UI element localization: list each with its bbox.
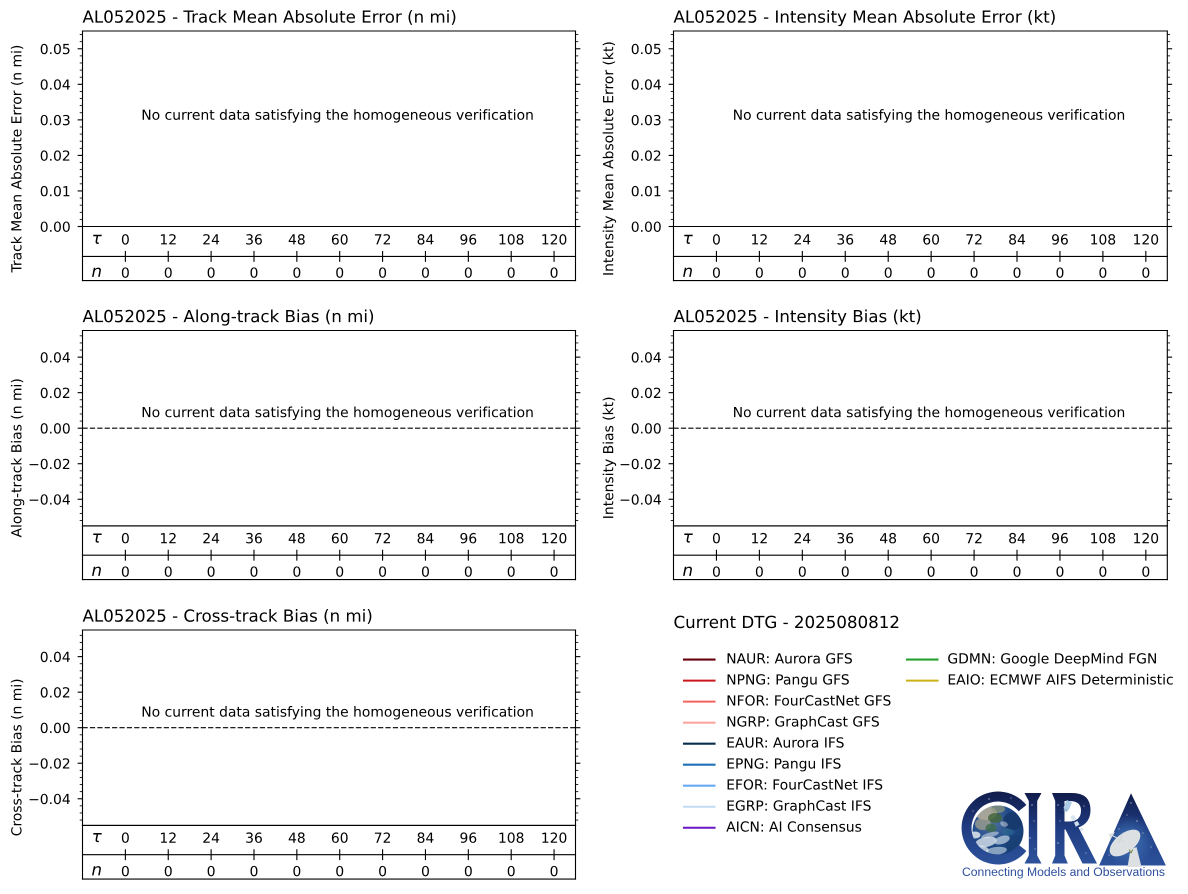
svg-text:Connecting Models and Observat: Connecting Models and Observations	[962, 867, 1165, 879]
